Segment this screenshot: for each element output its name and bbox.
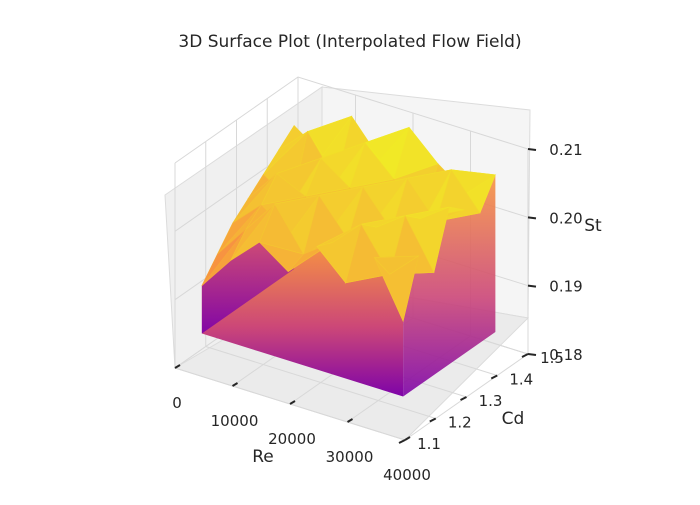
surface-face — [232, 173, 277, 224]
y-tick-mark-3 — [490, 374, 498, 380]
y-tick-label-3: 1.4 — [509, 371, 533, 389]
x-axis: 0 10000 20000 30000 40000 — [172, 364, 431, 484]
y-tick-mark-4 — [521, 353, 529, 358]
x-tick-mark-2 — [289, 400, 296, 405]
z-tick-mark-0 — [527, 353, 537, 356]
pane-grid-z-3 — [174, 76, 529, 164]
surface-face — [316, 223, 362, 247]
surface-face — [360, 215, 406, 228]
x-tick-label-2: 20000 — [268, 430, 316, 448]
y-tick-mark-0 — [398, 439, 406, 444]
z-tick-label-2: 0.20 — [549, 209, 582, 227]
x-tick-mark-3 — [346, 418, 354, 423]
x-tick-label-4: 40000 — [383, 466, 431, 484]
y-axis: 1.1 1.2 1.3 1.4 1.5 — [398, 349, 564, 453]
y-tick-label-0: 1.1 — [417, 435, 441, 453]
x-tick-label-0: 0 — [172, 394, 182, 412]
surface-face — [263, 131, 308, 175]
z-tick-label-0: 0.18 — [549, 346, 582, 364]
surface-face — [349, 142, 395, 189]
y-axis-label: Cd — [502, 409, 525, 429]
y-tick-mark-1 — [429, 417, 437, 423]
surface-mesh — [201, 115, 497, 397]
y-tick-label-4: 1.5 — [540, 349, 564, 367]
y-tick-label-1: 1.2 — [448, 414, 472, 432]
chart-title: 3D Surface Plot (Interpolated Flow Field… — [178, 32, 521, 52]
surface-face — [405, 206, 450, 219]
z-axis: 0.18 0.19 0.20 0.21 — [527, 141, 583, 364]
z-tick-mark-2 — [527, 216, 537, 220]
z-tick-label-1: 0.19 — [549, 278, 582, 296]
surface-right-wall — [403, 174, 496, 397]
surface-face — [307, 115, 353, 156]
x-tick-label-1: 10000 — [211, 412, 259, 430]
y-tick-label-2: 1.3 — [479, 392, 503, 410]
z-tick-label-3: 0.21 — [549, 141, 582, 159]
floor-grid-y-1 — [205, 346, 436, 419]
y-tick-mark-2 — [460, 396, 467, 401]
surface-face — [216, 204, 262, 255]
z-tick-mark-1 — [527, 284, 537, 288]
surface-face — [373, 255, 420, 275]
surface-face — [260, 173, 307, 206]
z-axis-label: St — [584, 216, 602, 236]
surface-face — [230, 203, 275, 261]
x-tick-mark-0 — [174, 364, 181, 369]
surface-face — [201, 229, 247, 286]
surface-face — [364, 127, 410, 160]
z-tick-mark-3 — [527, 148, 537, 151]
x-tick-mark-1 — [231, 382, 239, 387]
x-axis-label: Re — [252, 447, 274, 467]
surface-face — [258, 203, 305, 255]
surface-face — [345, 223, 391, 284]
x-tick-label-3: 30000 — [326, 448, 374, 466]
surface-face — [393, 126, 439, 180]
x-tick-mark-4 — [404, 436, 411, 441]
surface-face — [305, 157, 351, 197]
